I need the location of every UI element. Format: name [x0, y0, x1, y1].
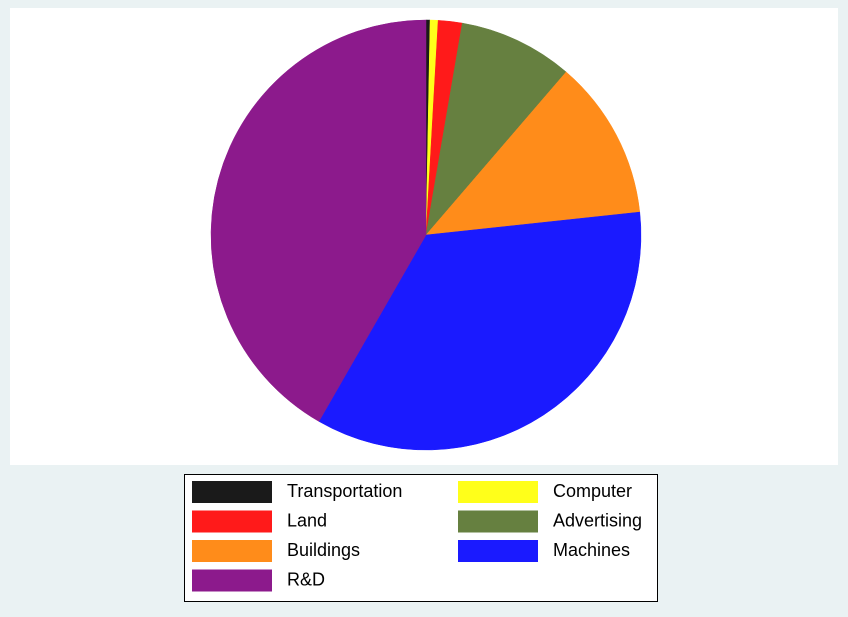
pie-slice	[425, 71, 641, 236]
legend-swatch	[192, 510, 272, 533]
legend-label: R&D	[287, 569, 325, 589]
pie-slice	[425, 22, 567, 236]
legend-label: Land	[287, 510, 327, 530]
legend-label: Computer	[553, 481, 632, 501]
legend-swatch	[192, 481, 272, 503]
legend-label: Buildings	[287, 540, 360, 560]
legend-label: Machines	[553, 540, 630, 560]
legend-swatch	[458, 540, 538, 562]
pie-slice	[210, 19, 427, 422]
legend-label: Transportation	[287, 481, 402, 501]
legend-swatch	[192, 569, 272, 592]
legend-swatch	[458, 510, 538, 533]
legend-swatch	[458, 481, 538, 503]
legend-swatch	[192, 540, 272, 562]
pie-slice	[318, 211, 642, 451]
legend-label: Advertising	[553, 510, 642, 530]
